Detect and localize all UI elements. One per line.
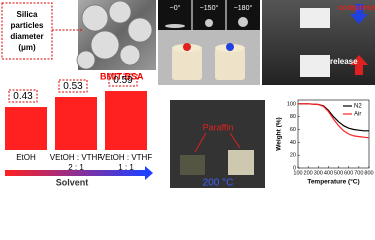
material-label: BMIT-BSA <box>100 71 144 81</box>
y-tick-label: 40 <box>290 140 296 146</box>
x-tick-label: 100 <box>293 170 302 176</box>
y-axis-label: Weight (%) <box>276 117 283 150</box>
diameter-label: Silica particles diameter (μm) <box>10 10 44 52</box>
y-tick-label: 80 <box>290 114 296 120</box>
temperature-label: 200 °C <box>203 178 234 189</box>
plot-area <box>297 99 370 169</box>
release-label: release <box>330 57 358 66</box>
category-label: VEtOH : VTHF <box>50 153 103 162</box>
value-label: 0.43 <box>13 91 33 102</box>
bar <box>105 91 147 150</box>
x-tick-label: 500 <box>334 170 343 176</box>
value-box <box>8 89 38 103</box>
block <box>215 48 245 80</box>
x-tick-label: 600 <box>344 170 353 176</box>
figure: Silica particles diameter (μm) BMIT-BSA ~0°… <box>0 0 375 189</box>
legend-label: Air <box>354 112 361 118</box>
particles <box>76 0 153 70</box>
value-box <box>108 73 138 87</box>
value-box <box>58 79 88 93</box>
sample <box>228 150 254 175</box>
x-tick-label: 700 <box>354 170 363 176</box>
x-axis-label: Solvent <box>56 177 89 187</box>
category-label: 2 : 1 <box>68 163 84 172</box>
x-tick-label: 300 <box>314 170 323 176</box>
y-tick-label: 0 <box>293 165 296 171</box>
bar <box>5 107 47 150</box>
angle: ~0° <box>170 4 181 12</box>
value-label: 0.59 <box>113 75 133 86</box>
y-tick-label: 20 <box>290 153 296 159</box>
paraffin-label: Paraffin <box>203 122 234 132</box>
category-label: EtOH <box>16 153 36 162</box>
label-box <box>1 2 53 60</box>
y-tick-label: 100 <box>287 101 296 107</box>
y-tick-label: 60 <box>290 127 296 133</box>
block <box>172 48 202 80</box>
x-tick-label: 400 <box>324 170 333 176</box>
data-line <box>298 103 370 139</box>
sample <box>300 8 330 28</box>
compress-label: compress <box>338 3 375 12</box>
legend-label: N2 <box>354 104 362 110</box>
angle: ~180° <box>234 4 253 12</box>
sample <box>300 55 330 77</box>
bar <box>55 97 97 150</box>
category-label: 1 : 1 <box>118 163 134 172</box>
angle: ~150° <box>200 4 219 12</box>
sample <box>180 155 205 175</box>
x-axis-label: Temperature (°C) <box>307 178 359 186</box>
x-tick-label: 200 <box>304 170 313 176</box>
solvent-arrow <box>5 170 145 176</box>
value-label: 0.53 <box>63 81 83 92</box>
x-tick-label: 800 <box>364 170 373 176</box>
category-label: VEtOH : VTHF <box>100 153 153 162</box>
